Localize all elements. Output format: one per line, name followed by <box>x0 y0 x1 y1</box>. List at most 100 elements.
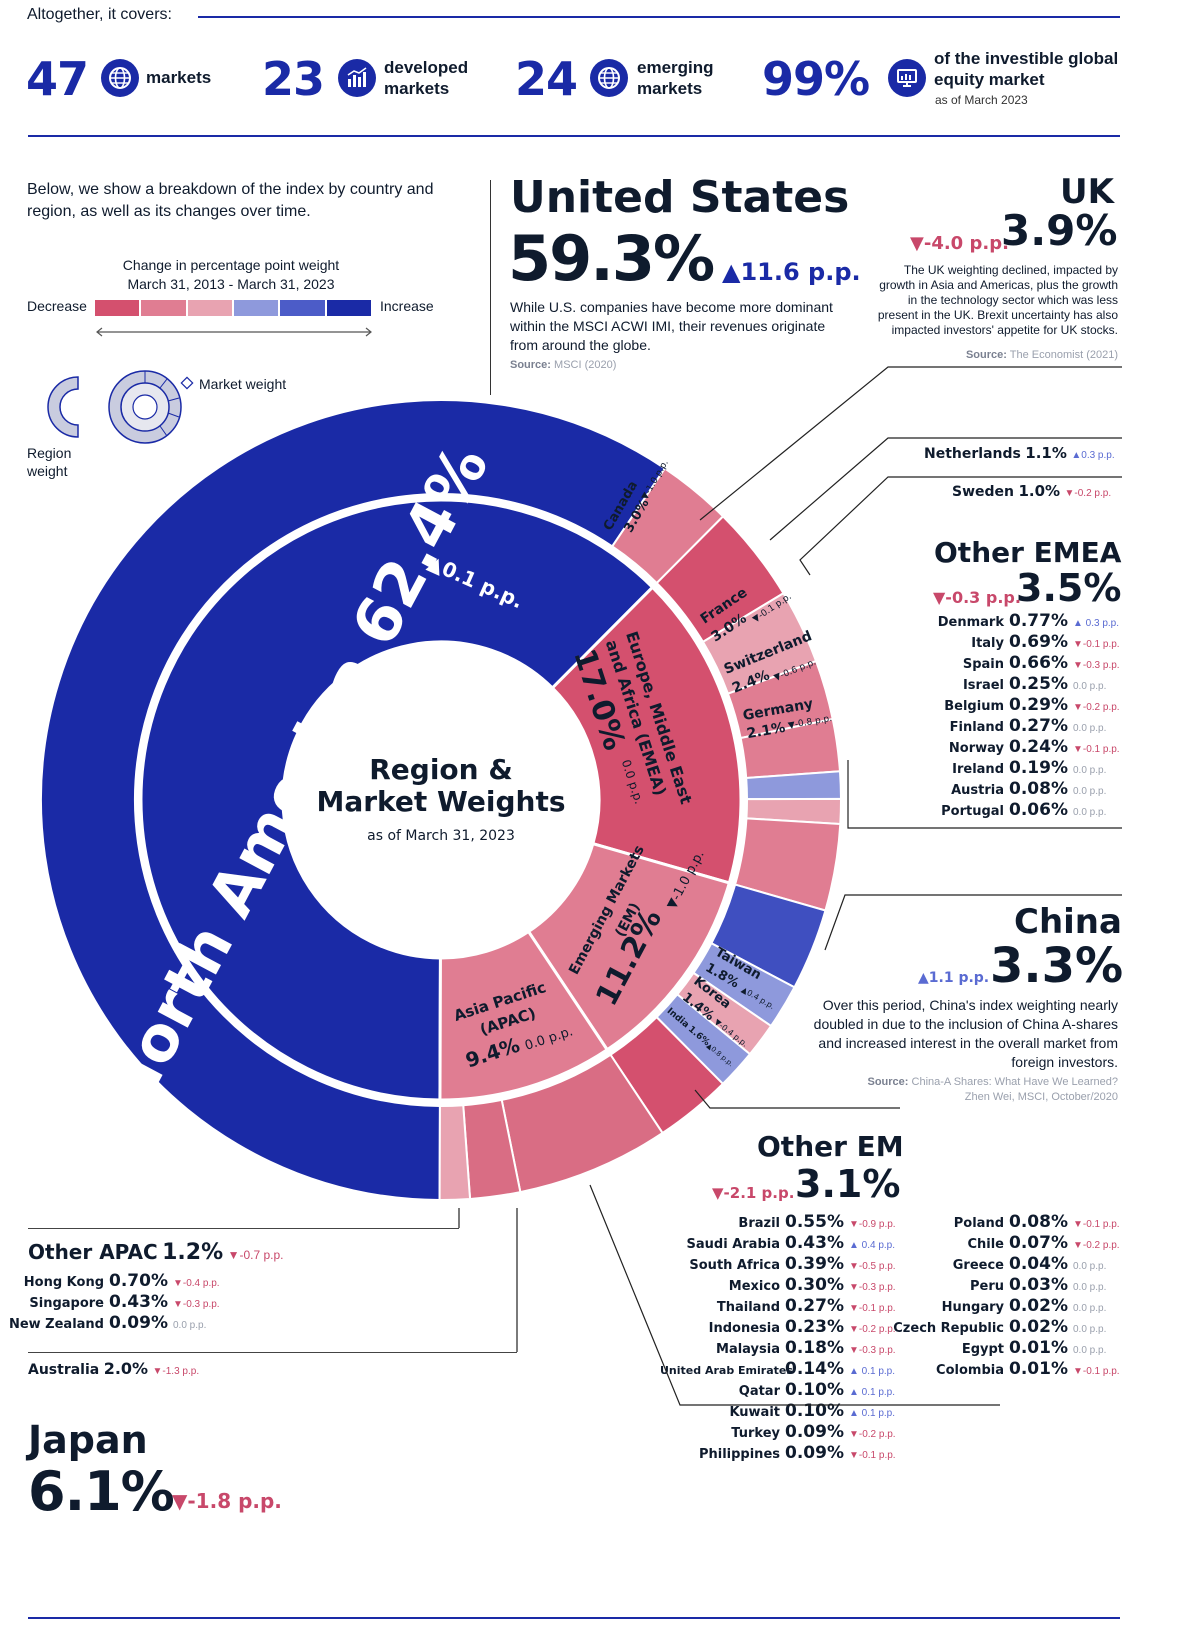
footer-rule <box>28 1617 1120 1619</box>
country-row: Philippines 0.09% ▼-0.1 p.p. <box>660 1443 896 1463</box>
region-arc <box>139 498 655 1102</box>
uk-text: The UK weighting declined, impacted by g… <box>877 263 1118 337</box>
stat-coverage-sublabel: as of March 2023 <box>935 93 1028 107</box>
stat-developed-number: 23 <box>262 52 325 106</box>
country-value: 0.25% <box>1009 674 1068 694</box>
country-value: 0.02% <box>1009 1296 1068 1316</box>
china-text: Over this period, China's index weightin… <box>813 997 1118 1070</box>
country-value: 0.09% <box>785 1422 844 1442</box>
country-name: Denmark <box>937 615 1004 630</box>
country-value: 0.10% <box>785 1401 844 1421</box>
china-source-2: Zhen Wei, MSCI, October/2020 <box>964 1091 1118 1103</box>
country-row: New Zealand 0.09% 0.0 p.p. <box>0 1313 206 1333</box>
country-change: ▼-0.1 p.p. <box>848 1450 896 1461</box>
country-change: 0.0 p.p. <box>1072 1324 1107 1335</box>
country-row: Belgium 0.29% ▼-0.2 p.p. <box>880 695 1119 715</box>
uk-name: UK <box>1060 172 1114 212</box>
country-change: 0.0 p.p. <box>1072 1261 1107 1272</box>
stat-developed-label: developed markets <box>384 58 469 98</box>
uk-source: Source: The Economist (2021) <box>965 349 1118 361</box>
country-row: Kuwait 0.10% ▲ 0.1 p.p. <box>660 1401 895 1421</box>
country-name: Finland <box>949 720 1004 735</box>
australia-row: Australia 2.0% ▼-1.3 p.p. <box>28 1359 200 1378</box>
country-value: 0.69% <box>1009 632 1068 652</box>
country-change: 0.0 p.p. <box>1072 681 1107 692</box>
legend-swatch <box>95 300 140 316</box>
country-value: 0.27% <box>1009 716 1068 736</box>
legend-swatch <box>233 300 279 316</box>
country-name: Kuwait <box>729 1405 780 1420</box>
country-value: 0.43% <box>109 1292 168 1312</box>
other-emea-change: ▼-0.3 p.p. <box>933 588 1021 607</box>
country-change: ▼-0.1 p.p. <box>1072 1366 1120 1377</box>
stat-coverage-number: 99% <box>762 52 870 106</box>
china-source-1: Source: China-A Shares: What Have We Lea… <box>867 1076 1119 1088</box>
country-value: 0.09% <box>109 1313 168 1333</box>
globe-icon <box>101 59 139 97</box>
legend-decrease: Decrease <box>27 298 87 314</box>
country-name: Singapore <box>29 1296 104 1311</box>
legend-swatch <box>141 300 186 316</box>
legend-title-1: Change in percentage point weight <box>122 257 340 273</box>
country-value: 0.07% <box>1009 1233 1068 1253</box>
country-change: ▼-0.3 p.p. <box>172 1299 220 1310</box>
intro-text: Below, we show a breakdown of the index … <box>27 181 434 220</box>
country-value: 0.09% <box>785 1443 844 1463</box>
intro-label: Altogether, it covers: <box>27 6 172 23</box>
country-value: 0.03% <box>1009 1275 1068 1295</box>
stat-emerging-label: emerging markets <box>637 58 714 98</box>
monitor-chart-icon <box>888 59 926 97</box>
legend-arrow <box>96 327 372 337</box>
country-name: Israel <box>962 678 1004 693</box>
ring-gap <box>135 494 747 1106</box>
country-value: 0.66% <box>1009 653 1068 673</box>
country-change: ▼-0.2 p.p. <box>1072 1240 1120 1251</box>
country-value: 0.08% <box>1009 1212 1068 1232</box>
country-row: Singapore 0.43% ▼-0.3 p.p. <box>0 1292 220 1312</box>
country-name: Turkey <box>731 1426 780 1441</box>
country-change: 0.0 p.p. <box>1072 723 1107 734</box>
country-row: Israel 0.25% 0.0 p.p. <box>880 674 1106 694</box>
legend-increase: Increase <box>380 298 434 314</box>
country-change: ▼-0.2 p.p. <box>848 1429 896 1440</box>
header-bottom-rule <box>28 135 1120 137</box>
bar-chart-icon <box>338 59 376 97</box>
country-value: 0.04% <box>1009 1254 1068 1274</box>
center-subtitle: as of March 31, 2023 <box>367 828 515 844</box>
legend-color-scale <box>95 300 371 316</box>
japan-name: Japan <box>28 1418 148 1462</box>
country-change: ▲ 0.3 p.p. <box>1072 618 1120 629</box>
country-change: 0.0 p.p. <box>1072 1282 1107 1293</box>
us-text: While U.S. companies have become more do… <box>510 299 833 353</box>
country-name: Norway <box>948 741 1004 756</box>
stat-coverage-label: of the investible global equity market <box>934 49 1119 89</box>
country-change: ▲ 0.1 p.p. <box>848 1408 896 1419</box>
country-value: 0.77% <box>1009 611 1068 631</box>
country-row: Finland 0.27% 0.0 p.p. <box>880 716 1107 736</box>
header-rule <box>198 16 1120 18</box>
region-arc <box>550 585 743 885</box>
legend-swatch <box>280 300 325 316</box>
center-title-2: Market Weights <box>316 785 565 818</box>
country-name: Italy <box>971 636 1004 651</box>
apac-rule <box>28 1228 459 1229</box>
country-change: 0.0 p.p. <box>172 1320 207 1331</box>
country-change: ▼-0.3 p.p. <box>1072 660 1120 671</box>
center-title-1: Region & <box>369 753 513 786</box>
country-value: 0.29% <box>1009 695 1068 715</box>
country-row: Spain 0.66% ▼-0.3 p.p. <box>880 653 1120 673</box>
country-change: ▼-0.1 p.p. <box>1072 1219 1120 1230</box>
us-source: Source: MSCI (2020) <box>510 359 617 371</box>
country-row: Denmark 0.77% ▲ 0.3 p.p. <box>880 611 1119 631</box>
stat-emerging-number: 24 <box>515 52 578 106</box>
country-change: 0.0 p.p. <box>1072 1345 1107 1356</box>
stat-markets-label: markets <box>146 68 212 87</box>
australia-rule <box>28 1352 517 1353</box>
country-row: Hong Kong 0.70% ▼-0.4 p.p. <box>0 1271 220 1291</box>
country-name: New Zealand <box>8 1317 104 1332</box>
country-value: 0.24% <box>1009 737 1068 757</box>
country-change: 0.0 p.p. <box>1072 1303 1107 1314</box>
country-row: Italy 0.69% ▼-0.1 p.p. <box>880 632 1119 652</box>
other-em-title: Other EM <box>757 1130 904 1163</box>
japan-change: ▼-1.8 p.p. <box>172 1489 282 1513</box>
